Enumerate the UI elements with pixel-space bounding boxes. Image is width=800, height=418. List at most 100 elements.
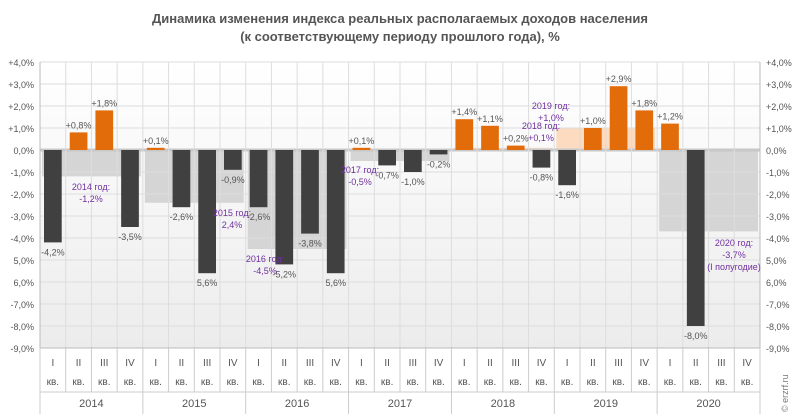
x-tick-suffix: кв. <box>98 377 110 388</box>
data-label: +0,1% <box>143 136 169 146</box>
annual-label: -1,2% <box>79 194 103 204</box>
x-tick-suffix: кв. <box>587 377 599 388</box>
y-tick-right: +2,0% <box>766 102 792 112</box>
x-tick-quarter: IV <box>125 358 135 369</box>
bar <box>172 150 191 208</box>
x-tick-suffix: кв. <box>329 377 341 388</box>
x-tick-quarter: III <box>306 358 314 369</box>
x-tick-quarter: II <box>693 358 699 369</box>
data-label: 5,6% <box>325 278 346 288</box>
x-tick-year: 2020 <box>696 398 720 410</box>
chart-title-line2: (к соответствующему периоду прошлого год… <box>240 29 560 44</box>
bar <box>661 123 679 150</box>
x-tick-quarter: IV <box>331 358 341 369</box>
y-tick-left: 5,0% <box>13 256 34 266</box>
x-tick-quarter: IV <box>640 358 650 369</box>
y-tick-right: 5,0% <box>766 256 787 266</box>
bar <box>404 150 422 172</box>
annual-label: 2020 год: <box>715 238 753 248</box>
bar <box>121 150 139 227</box>
x-tick-quarter: III <box>100 358 108 369</box>
y-tick-right: -4,0% <box>766 234 790 244</box>
annual-label: -3,7% <box>722 250 746 260</box>
x-tick-suffix: кв. <box>432 377 444 388</box>
y-tick-left: -7,0% <box>10 300 34 310</box>
x-tick-quarter: II <box>487 358 493 369</box>
data-label: -3,5% <box>118 232 142 242</box>
x-tick-suffix: кв. <box>355 377 367 388</box>
annual-label: 2019 год: <box>532 101 570 111</box>
x-tick-quarter: II <box>590 358 596 369</box>
bar <box>686 150 705 326</box>
x-tick-suffix: кв. <box>381 377 393 388</box>
x-tick-quarter: IV <box>228 358 238 369</box>
x-tick-suffix: кв. <box>458 377 470 388</box>
x-tick-quarter: II <box>76 358 82 369</box>
y-tick-right: +1,0% <box>766 124 792 134</box>
bar <box>249 150 268 208</box>
bar <box>429 150 448 155</box>
x-tick-quarter: IV <box>434 358 444 369</box>
y-tick-right: 0,0% <box>766 146 787 156</box>
bar <box>69 132 88 150</box>
y-tick-left: -2,0% <box>10 190 34 200</box>
x-tick-suffix: кв. <box>484 377 496 388</box>
x-tick-quarter: IV <box>742 358 752 369</box>
annual-label: -4,5% <box>253 266 277 276</box>
bar <box>455 119 474 150</box>
x-tick-quarter: II <box>384 358 390 369</box>
x-tick-quarter: III <box>614 358 622 369</box>
bar <box>635 110 654 150</box>
x-tick-quarter: III <box>512 358 520 369</box>
data-label: -5,2% <box>273 269 297 279</box>
x-tick-suffix: кв. <box>664 377 676 388</box>
x-tick-quarter: I <box>669 358 672 369</box>
x-tick-suffix: кв. <box>304 377 316 388</box>
x-tick-suffix: кв. <box>689 377 701 388</box>
x-tick-quarter: I <box>154 358 157 369</box>
y-tick-left: +2,0% <box>8 102 34 112</box>
data-label: -0,9% <box>221 175 245 185</box>
x-tick-suffix: кв. <box>278 377 290 388</box>
y-tick-left: -9,0% <box>10 344 34 354</box>
bar <box>584 128 602 150</box>
annual-label: 2014 год: <box>72 182 110 192</box>
data-label: +1,2% <box>657 112 683 122</box>
y-tick-right: 6,0% <box>766 278 787 288</box>
x-tick-quarter: II <box>282 358 288 369</box>
x-tick-suffix: кв. <box>149 377 161 388</box>
data-label: +1,0% <box>580 116 606 126</box>
data-label: -4,2% <box>41 247 65 257</box>
copyright-label: © erzrf.ru <box>780 374 790 412</box>
bar <box>609 86 628 150</box>
x-tick-suffix: кв. <box>72 377 84 388</box>
x-tick-suffix: кв. <box>561 377 573 388</box>
y-tick-right: -1,0% <box>766 168 790 178</box>
bar <box>301 150 319 234</box>
y-tick-right: -3,0% <box>766 212 790 222</box>
data-label: 5,6% <box>197 278 218 288</box>
data-label: -0,2% <box>427 159 451 169</box>
y-tick-left: 0,0% <box>13 146 34 156</box>
data-label: -2,6% <box>247 212 271 222</box>
x-tick-suffix: кв. <box>509 377 521 388</box>
x-tick-suffix: кв. <box>175 377 187 388</box>
x-tick-quarter: III <box>409 358 417 369</box>
data-label: -1,0% <box>401 177 425 187</box>
y-tick-right: -9,0% <box>766 344 790 354</box>
annual-label: +1,0% <box>538 113 564 123</box>
y-tick-left: +3,0% <box>8 80 34 90</box>
annual-label: 2,4% <box>222 220 243 230</box>
x-tick-quarter: I <box>566 358 569 369</box>
bar <box>146 147 165 150</box>
bar <box>275 150 294 265</box>
bar <box>224 150 242 170</box>
data-label: -0,8% <box>530 173 554 183</box>
annual-label: (I полугодие) <box>707 262 761 272</box>
x-tick-suffix: кв. <box>227 377 239 388</box>
y-tick-right: -7,0% <box>766 300 790 310</box>
data-label: -1,6% <box>555 190 579 200</box>
x-tick-suffix: кв. <box>612 377 624 388</box>
x-tick-quarter: IV <box>537 358 547 369</box>
